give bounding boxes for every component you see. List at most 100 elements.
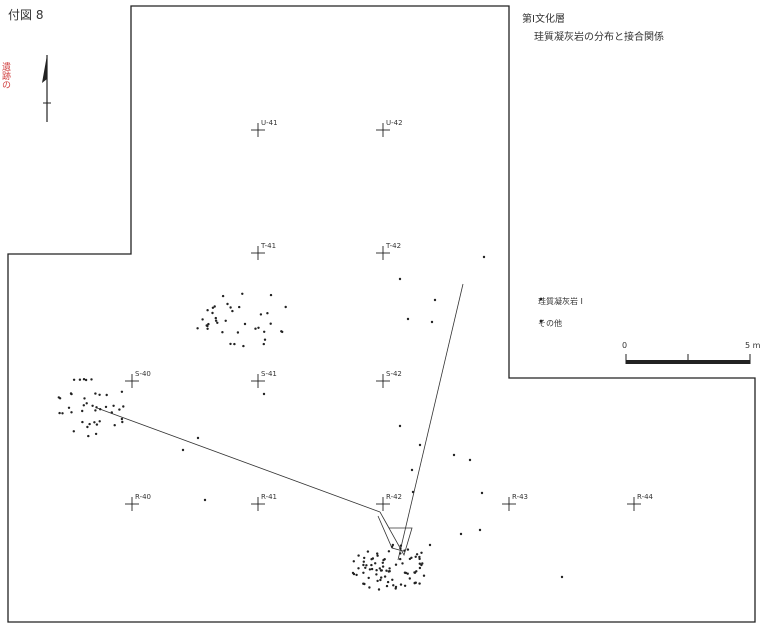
- artifact-dot: [214, 319, 218, 322]
- artifact-dot: [418, 557, 421, 561]
- artifact-dot: [214, 316, 217, 320]
- artifact-dot: [242, 344, 245, 348]
- figure-label: 付図 8: [8, 8, 44, 22]
- artifact-dot: [211, 311, 214, 315]
- artifact-dot: [83, 397, 86, 400]
- artifact-dot: [207, 322, 210, 326]
- grid-labels: U-41 U-42 T-41 T-42 S-40 S-41 S-42 R-40 R-41 R-42…: [135, 119, 654, 501]
- refit-lines: [96, 283, 464, 561]
- grid-label: S-42: [386, 370, 402, 378]
- artifact-dot: [203, 498, 207, 502]
- grid-label: R-40: [135, 493, 151, 501]
- artifact-dot: [211, 306, 215, 309]
- artifact-dot: [257, 326, 260, 329]
- grid-label: R-41: [261, 493, 277, 501]
- artifact-dot: [415, 553, 419, 556]
- artifact-dot: [269, 293, 273, 297]
- grid-label: U-41: [261, 119, 278, 127]
- artifact-dot: [368, 586, 371, 589]
- grid-label: R-43: [512, 493, 528, 501]
- artifact-dot: [385, 569, 388, 572]
- grid-label: T-42: [385, 242, 401, 250]
- artifact-dot: [355, 573, 358, 577]
- artifact-dot: [93, 421, 96, 424]
- artifact-dot: [120, 390, 124, 393]
- artifact-dot: [95, 406, 98, 409]
- artifact-dot: [201, 318, 204, 321]
- artifact-dot: [482, 255, 486, 259]
- artifact-dot: [387, 550, 391, 553]
- artifact-dot: [411, 490, 415, 494]
- artifact-dot: [94, 409, 97, 412]
- grid-cross: [125, 374, 139, 388]
- artifact-dot: [110, 411, 114, 414]
- artifact-dot: [362, 571, 365, 574]
- grid-cross: [502, 497, 516, 511]
- artifact-dot: [206, 327, 209, 330]
- artifact-dot: [229, 306, 232, 309]
- artifact-dot: [413, 571, 416, 574]
- artifact-dot: [408, 577, 411, 580]
- artifact-dot: [81, 420, 84, 424]
- grid-cross: [251, 497, 265, 511]
- artifact-dot: [82, 404, 86, 407]
- artifact-dot: [408, 557, 412, 561]
- artifact-dot: [383, 558, 386, 561]
- artifact-dot: [406, 317, 410, 321]
- artifact-dot: [410, 468, 414, 472]
- artifact-dot: [57, 396, 60, 399]
- artifact-dot: [82, 378, 86, 381]
- artifact-dot: [216, 321, 219, 324]
- excavation-boundary: [7, 5, 756, 623]
- artifact-dot: [67, 406, 71, 409]
- artifact-dot: [392, 584, 395, 587]
- artifact-dot: [362, 563, 365, 567]
- artifact-dot: [85, 402, 88, 405]
- artifact-dot: [94, 392, 97, 395]
- scale-end-label: 5 m: [745, 341, 761, 350]
- artifact-dot: [104, 405, 108, 409]
- artifact-dot: [122, 405, 125, 408]
- artifact-dot: [70, 411, 73, 414]
- artifact-dot: [394, 585, 398, 589]
- artifact-dot: [88, 422, 91, 426]
- artifact-dot: [403, 571, 407, 574]
- artifact-dot: [452, 453, 456, 457]
- artifact-dot: [418, 443, 422, 447]
- artifact-dot: [415, 570, 418, 573]
- artifact-dot: [233, 342, 236, 346]
- map-subtitle: 珪質凝灰岩の分布と接合関係: [534, 32, 664, 43]
- artifact-dot: [224, 319, 227, 322]
- artifact-dot: [254, 327, 257, 330]
- artifact-dot: [386, 580, 390, 584]
- artifact-dot: [375, 573, 378, 576]
- artifact-dot: [91, 404, 94, 407]
- artifact-dot: [399, 544, 403, 547]
- map-title: 第Ⅰ文化層: [522, 14, 565, 25]
- artifact-dot: [478, 528, 482, 532]
- artifact-dot: [366, 550, 370, 553]
- artifact-dot: [363, 556, 366, 560]
- artifact-dot: [206, 309, 209, 312]
- artifact-dot: [357, 554, 360, 557]
- scale-bar: [625, 354, 751, 364]
- artifact-dot: [118, 408, 121, 411]
- artifact-dot: [480, 491, 484, 495]
- artifact-dot: [381, 561, 384, 564]
- grid-label: S-41: [261, 370, 277, 378]
- artifact-dot: [376, 579, 379, 583]
- artifact-dot: [121, 420, 124, 424]
- artifact-dot: [399, 547, 402, 550]
- artifact-dot: [236, 331, 240, 334]
- artifact-dot: [351, 571, 355, 575]
- artifact-dot: [560, 575, 564, 579]
- artifact-dot: [365, 564, 368, 567]
- legend-dot-1: [539, 297, 543, 301]
- artifact-dot: [380, 576, 383, 579]
- grid-cross: [376, 123, 390, 137]
- artifact-dot: [399, 583, 403, 586]
- artifact-dot: [387, 570, 390, 573]
- artifact-dot: [86, 425, 89, 429]
- artifact-dot: [229, 342, 232, 346]
- artifact-dot: [99, 408, 102, 411]
